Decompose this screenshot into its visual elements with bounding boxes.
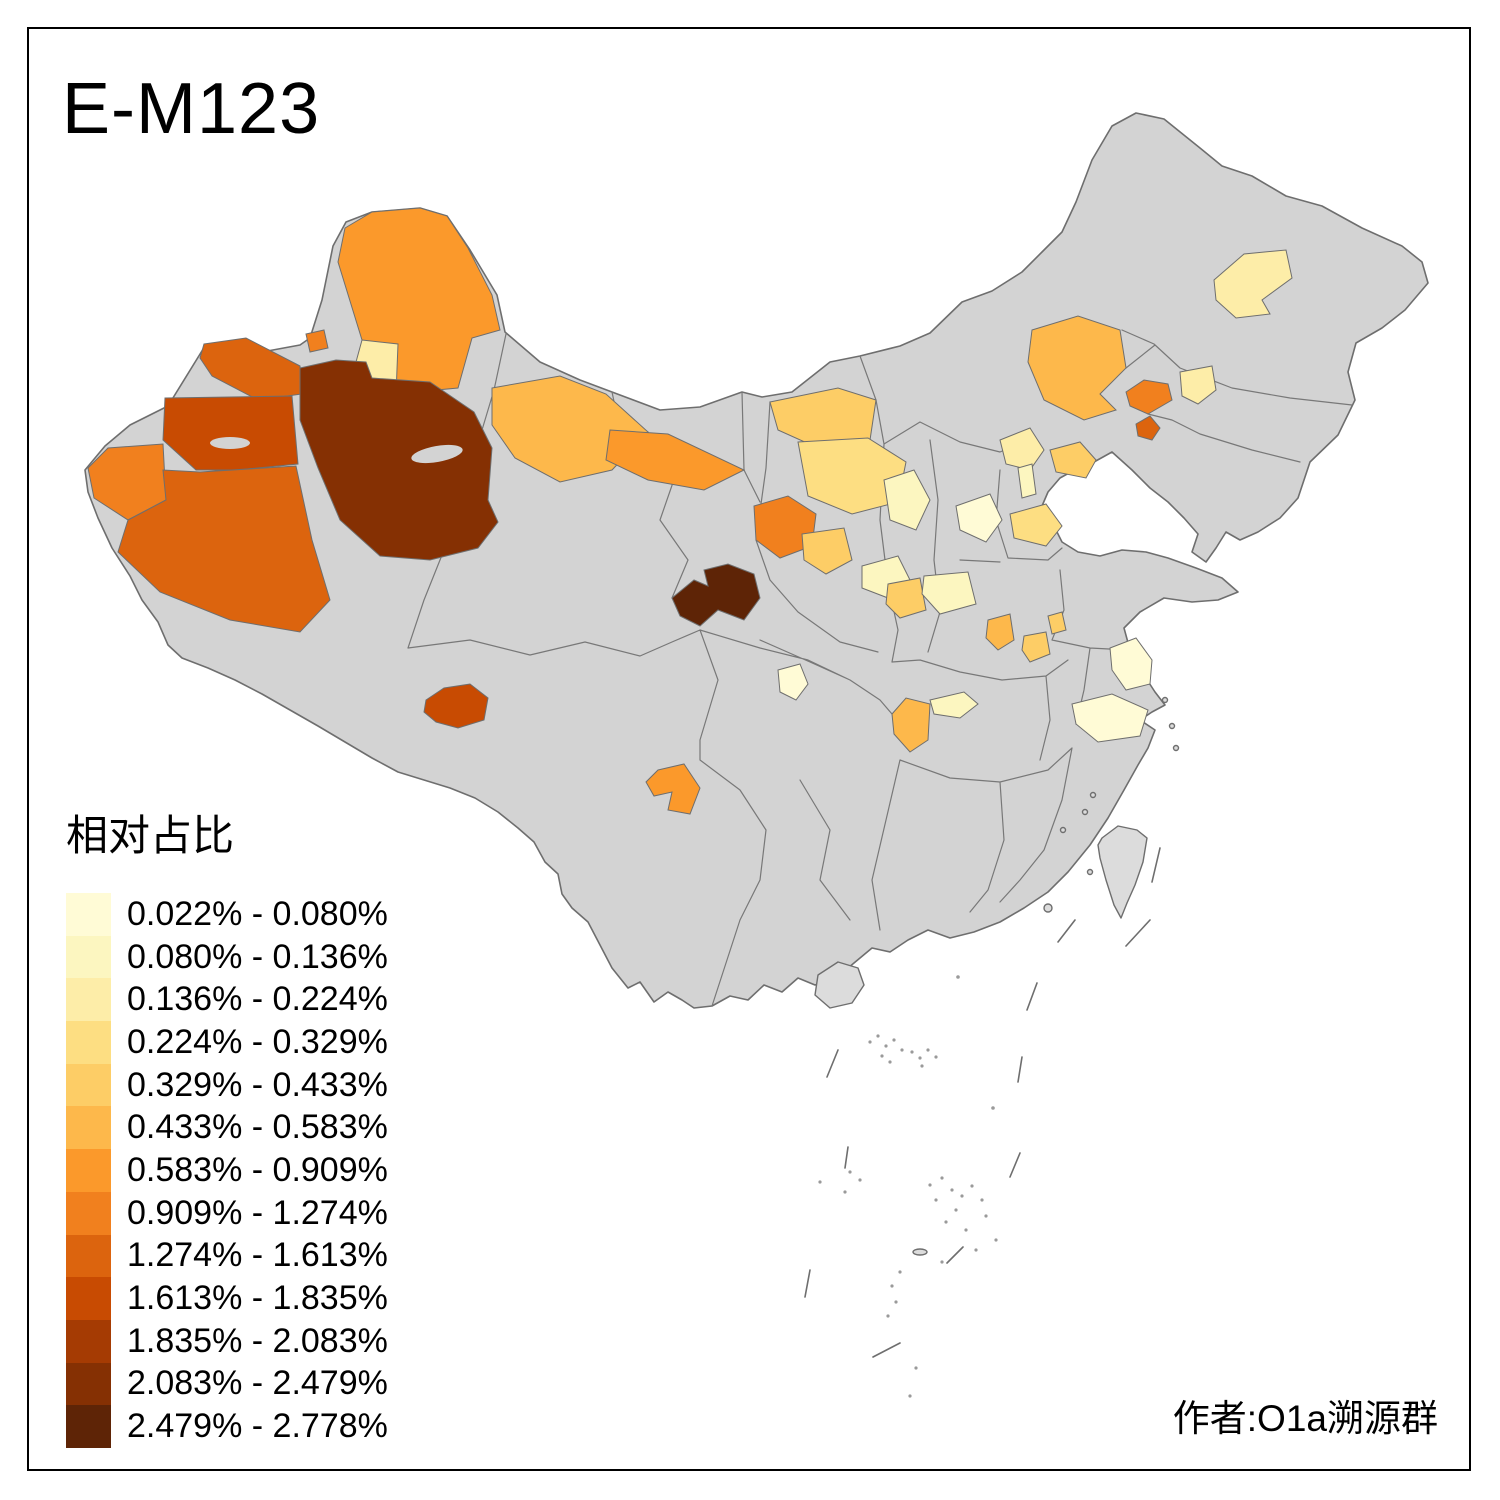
region-enshi-east (929, 691, 979, 719)
sea-specks (818, 975, 998, 1398)
legend-label: 0.136% - 0.224% (127, 980, 388, 1019)
coastal-islet (1086, 868, 1094, 876)
legend-swatch (66, 1405, 111, 1448)
region-chifeng (1027, 315, 1127, 421)
lakes (210, 437, 463, 464)
region-changchun-jilin (1179, 365, 1217, 405)
legend-label: 1.835% - 2.083% (127, 1321, 388, 1360)
region-xian-weinan (885, 577, 927, 619)
legend-item: 1.613% - 1.835% (66, 1277, 388, 1320)
legend-label: 0.022% - 0.080% (127, 894, 388, 933)
region-zhangye (605, 429, 746, 491)
legend-label: 0.080% - 0.136% (127, 937, 388, 976)
legend-swatch (66, 1149, 111, 1192)
region-chongqing (891, 697, 931, 753)
legend-item: 0.136% - 0.224% (66, 978, 388, 1022)
legend-item: 1.274% - 1.613% (66, 1234, 388, 1278)
legend-item: 0.583% - 0.909% (66, 1149, 388, 1192)
legend-item: 0.909% - 1.274% (66, 1191, 388, 1235)
region-yuncheng-east (921, 571, 977, 615)
legend: 相对占比 0.022% - 0.080% 0.080% - 0.136% 0.1… (66, 802, 388, 1448)
region-luoyang (985, 613, 1015, 651)
spratly-islet (912, 1248, 928, 1256)
legend-item: 0.329% - 0.433% (66, 1063, 388, 1107)
region-hangzhou-shaoxing (1071, 693, 1149, 743)
hainan-island (814, 961, 865, 1009)
legend-label: 2.083% - 2.479% (127, 1364, 388, 1403)
region-karamay (305, 329, 329, 353)
coastal-islet (1043, 903, 1053, 913)
coastal-islet (1161, 696, 1169, 704)
region-mianyang (777, 663, 809, 701)
region-chengde (1049, 441, 1097, 479)
legend-label: 2.479% - 2.778% (127, 1407, 388, 1446)
bosten-lake (411, 444, 463, 464)
coastal-islet (1059, 826, 1067, 834)
legend-label: 0.433% - 0.583% (127, 1108, 388, 1147)
region-bengbu-hefei (1047, 611, 1067, 635)
legend-item: 2.479% - 2.778% (66, 1405, 388, 1448)
region-kashgar-hotan (117, 465, 331, 633)
legend-swatch (66, 1063, 111, 1107)
nine-dash-line (804, 847, 1161, 1358)
region-jinzhou (1135, 415, 1161, 441)
chart-title: E-M123 (62, 69, 321, 149)
colored-regions (87, 207, 1293, 815)
legend-swatch (66, 1277, 111, 1320)
coastal-islet (1172, 744, 1180, 752)
legend-swatch (66, 893, 111, 936)
region-xinzhou-taiyuan (883, 469, 931, 531)
legend-item: 0.224% - 0.329% (66, 1021, 388, 1064)
legend-swatch (66, 1362, 111, 1406)
legend-swatch (66, 1021, 111, 1064)
islands (814, 696, 1180, 1256)
region-tianjin (1017, 463, 1037, 499)
legend-swatch (66, 935, 111, 979)
aksu-lake (210, 437, 250, 449)
legend-item: 2.083% - 2.479% (66, 1362, 388, 1406)
region-dali-lijiang (645, 763, 701, 815)
taiwan-island (1097, 825, 1148, 919)
region-harbin-suihua (1213, 249, 1293, 319)
legend-item: 0.080% - 0.136% (66, 935, 388, 979)
legend-swatch (66, 1106, 111, 1150)
legend-title: 相对占比 (66, 812, 235, 859)
region-zhengzhou (1021, 631, 1051, 663)
region-beijing (999, 427, 1045, 471)
coastal-islet (1089, 791, 1097, 799)
legend-label: 1.274% - 1.613% (127, 1236, 388, 1275)
region-linxia-gannan (671, 563, 761, 627)
coastal-islet (1081, 808, 1089, 816)
region-chaoyang (1125, 379, 1173, 415)
legend-swatch (66, 978, 111, 1022)
legend-label: 0.329% - 0.433% (127, 1065, 388, 1104)
legend-item: 1.835% - 2.083% (66, 1319, 388, 1363)
legend-swatch (66, 1234, 111, 1278)
region-shijiazhuang-hengshui (955, 493, 1003, 543)
legend-label: 0.224% - 0.329% (127, 1022, 388, 1061)
legend-label: 1.613% - 1.835% (127, 1279, 388, 1318)
region-bayingol (299, 359, 499, 561)
region-suzhou-shanghai (1109, 637, 1153, 691)
legend-label: 0.583% - 0.909% (127, 1150, 388, 1189)
legend-swatch (66, 1319, 111, 1363)
legend-label: 0.909% - 1.274% (127, 1193, 388, 1232)
region-aksu (162, 395, 299, 471)
region-jinan-dezhou (1009, 503, 1063, 547)
attribution: 作者:O1a溯源群 (1172, 1398, 1438, 1439)
region-lhasa (423, 683, 489, 729)
legend-item: 0.433% - 0.583% (66, 1106, 388, 1150)
legend-item: 0.022% - 0.080% (66, 893, 388, 936)
coastal-islet (1168, 722, 1176, 730)
legend-swatch (66, 1191, 111, 1235)
region-guyuan (801, 527, 853, 575)
